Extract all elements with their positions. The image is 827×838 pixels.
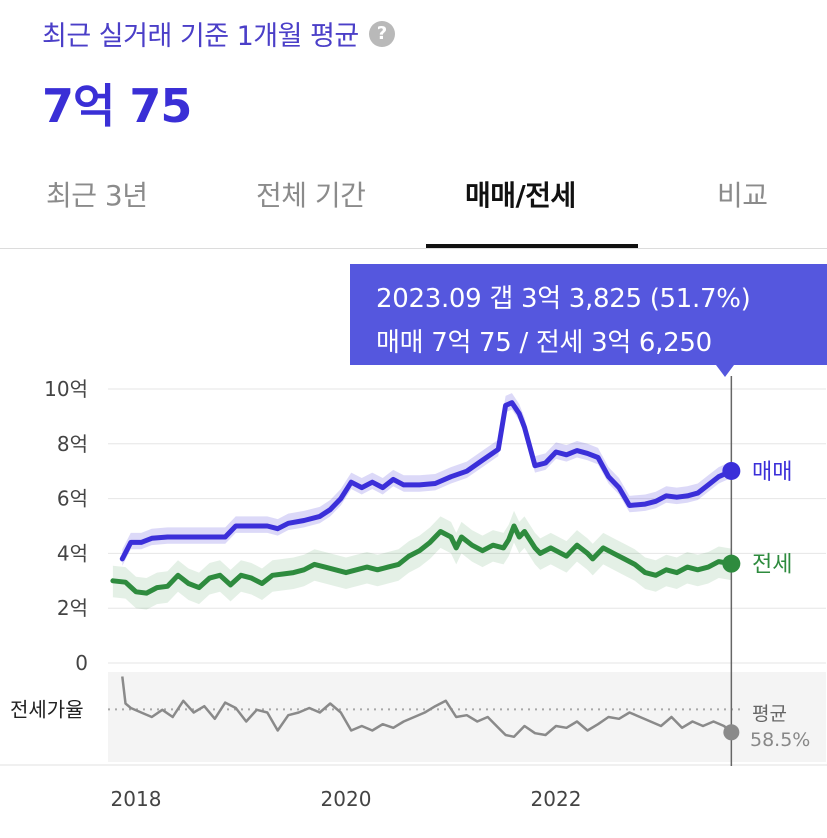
x-tick-label: 2020	[321, 787, 372, 811]
y-tick-label: 8억	[57, 432, 88, 456]
header-title-row: 최근 실거래 기준 1개월 평균 ?	[42, 14, 395, 53]
sale-end-label: 매매	[752, 460, 792, 485]
average-price: 7억 75	[42, 79, 192, 133]
tooltip-pointer	[716, 365, 734, 377]
ratio-panel-background	[108, 672, 826, 762]
y-tick-label: 6억	[57, 487, 88, 511]
jeonse-end-marker	[722, 554, 741, 573]
y-tick-label: 10억	[44, 377, 88, 401]
y-tick-label: 2억	[57, 596, 88, 620]
tooltip-gap-line: 2023.09 갭 3억 3,825 (51.7%)	[376, 284, 751, 314]
y-tick-label: 4억	[57, 541, 88, 565]
sale-end-marker	[722, 461, 741, 480]
tooltip-price-line: 매매 7억 75 / 전세 3억 6,250	[376, 328, 712, 358]
tab-all-period[interactable]: 전체 기간	[256, 179, 366, 212]
chart-header: 최근 실거래 기준 1개월 평균 ?	[42, 14, 395, 53]
sale-range-band	[122, 393, 732, 566]
chart-tooltip: 2023.09 갭 3억 3,825 (51.7%) 매매 7억 75 / 전세…	[350, 264, 827, 365]
active-tab-indicator	[426, 244, 638, 248]
jeonse-ratio-line	[121, 676, 733, 739]
ratio-average-value: 58.5%	[750, 729, 810, 751]
y-tick-label: 0	[75, 651, 88, 675]
ratio-average-label: 평균	[752, 703, 787, 725]
x-tick-label: 2022	[531, 787, 582, 811]
ratio-panel-label: 전세가율	[10, 697, 84, 721]
x-tick-label: 2018	[111, 787, 162, 811]
tabs-divider	[0, 248, 827, 249]
jeonse-end-label: 전세	[752, 553, 792, 578]
chart-title: 최근 실거래 기준 1개월 평균	[42, 21, 359, 52]
tab-compare[interactable]: 비교	[717, 179, 768, 212]
period-tabs: 최근 3년 전체 기간 매매/전세 비교	[0, 160, 827, 250]
tab-recent-3-years[interactable]: 최근 3년	[46, 179, 148, 212]
ratio-end-marker	[723, 724, 740, 741]
sale-series-line	[119, 400, 734, 562]
help-circle-icon[interactable]: ?	[368, 20, 395, 47]
jeonse-series-line	[110, 523, 734, 596]
jeonse-range-band	[112, 510, 732, 610]
tab-sale-jeonse[interactable]: 매매/전세	[465, 179, 576, 212]
